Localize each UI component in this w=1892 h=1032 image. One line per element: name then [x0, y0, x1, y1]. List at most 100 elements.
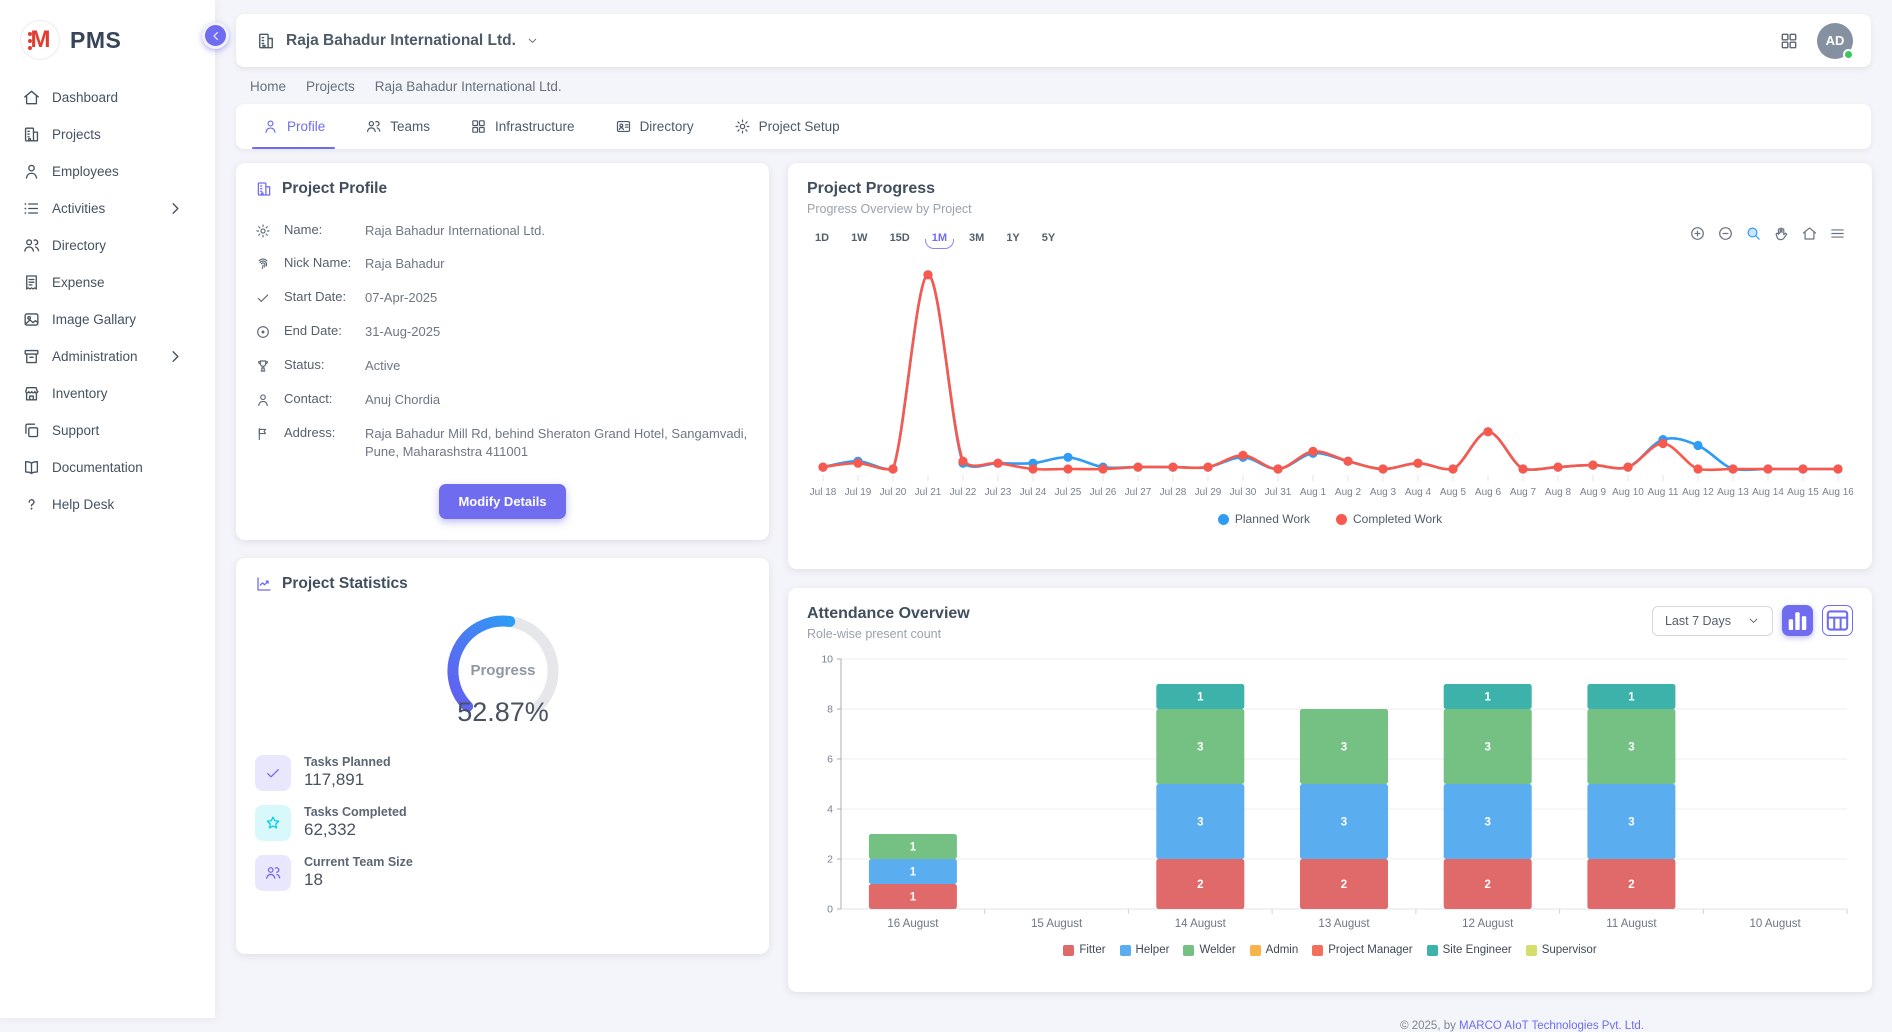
field-value: Raja Bahadur International Ltd.	[365, 222, 750, 241]
building-icon	[256, 31, 276, 51]
legend-item-welder[interactable]: Welder	[1183, 944, 1235, 956]
sidebar-item-support[interactable]: Support	[8, 413, 215, 448]
legend-item-project-manager[interactable]: Project Manager	[1312, 944, 1412, 956]
app-logo[interactable]: M PMS	[0, 14, 215, 78]
x-axis-label: Aug 3	[1370, 487, 1397, 498]
x-axis-label: Aug 6	[1475, 487, 1502, 498]
sidebar-item-documentation[interactable]: Documentation	[8, 450, 215, 485]
user-avatar[interactable]: AD	[1817, 23, 1853, 59]
person-icon	[22, 162, 41, 181]
tab-teams[interactable]: Teams	[349, 104, 446, 149]
check-icon	[255, 290, 275, 306]
date-range-select[interactable]: Last 7 Days	[1652, 606, 1773, 636]
bar-value-label: 1	[910, 892, 917, 904]
chevron-right-icon	[166, 199, 185, 218]
legend-item-completed-work[interactable]: Completed Work	[1336, 512, 1442, 526]
range-button-15d[interactable]: 15D	[882, 229, 918, 249]
sidebar-item-help-desk[interactable]: Help Desk	[8, 487, 215, 522]
legend-dot	[1336, 514, 1347, 525]
x-axis-label: Jul 26	[1090, 487, 1117, 498]
progress-card-title: Project Progress	[807, 180, 1853, 198]
date-range-value: Last 7 Days	[1665, 614, 1731, 628]
legend-item-fitter[interactable]: Fitter	[1063, 944, 1105, 956]
building-icon	[255, 180, 273, 198]
bar-value-label: 1	[910, 842, 917, 854]
progress-line-chart[interactable]: Jul 18Jul 19Jul 20Jul 21Jul 22Jul 23Jul …	[807, 251, 1853, 503]
footer: © 2025, by MARCO AIoT Technologies Pvt. …	[788, 1011, 1872, 1032]
sidebar-item-directory[interactable]: Directory	[8, 228, 215, 263]
tab-infrastructure[interactable]: Infrastructure	[454, 104, 591, 149]
range-button-1w[interactable]: 1W	[843, 229, 876, 249]
tab-label: Project Setup	[759, 119, 840, 134]
breadcrumb-item-projects[interactable]: Projects	[306, 79, 355, 94]
field-label: Address:	[284, 425, 356, 440]
bar-value-label: 2	[1197, 879, 1203, 891]
legend-swatch	[1312, 945, 1323, 956]
sidebar-item-inventory[interactable]: Inventory	[8, 376, 215, 411]
range-button-1d[interactable]: 1D	[807, 229, 837, 249]
range-button-3m[interactable]: 3M	[961, 229, 992, 249]
legend-swatch	[1250, 945, 1261, 956]
star-icon	[255, 805, 291, 841]
chevron-down-icon	[1747, 614, 1760, 627]
legend-item-helper[interactable]: Helper	[1120, 944, 1170, 956]
x-axis-label: Jul 20	[880, 487, 907, 498]
range-button-5y[interactable]: 5Y	[1034, 229, 1063, 249]
circle-plus-icon[interactable]	[1689, 225, 1706, 242]
view-toggle-table-grid[interactable]	[1822, 605, 1853, 636]
sidebar-item-administration[interactable]: Administration	[8, 339, 215, 374]
legend-item-site-engineer[interactable]: Site Engineer	[1427, 944, 1512, 956]
sidebar-collapse-button[interactable]	[202, 22, 229, 49]
bar-value-label: 3	[1341, 817, 1347, 829]
attendance-bar-chart[interactable]: 024681011116 August15 August233114 Augus…	[807, 647, 1853, 933]
apps-grid-button[interactable]	[1779, 31, 1799, 51]
sidebar-item-expense[interactable]: Expense	[8, 265, 215, 300]
fingerprint-icon	[255, 256, 275, 272]
legend-item-planned-work[interactable]: Planned Work	[1218, 512, 1310, 526]
legend-swatch	[1120, 945, 1131, 956]
sidebar-item-dashboard[interactable]: Dashboard	[8, 80, 215, 115]
home-icon	[22, 88, 41, 107]
field-label: End Date:	[284, 323, 356, 338]
company-selector[interactable]: Raja Bahadur International Ltd.	[256, 31, 539, 51]
hand-icon[interactable]	[1773, 225, 1790, 242]
x-axis-label: Aug 2	[1335, 487, 1362, 498]
field-value: Active	[365, 357, 750, 376]
breadcrumb-item-home[interactable]: Home	[250, 79, 286, 94]
online-status-dot	[1843, 49, 1854, 60]
bar-value-label: 3	[1197, 742, 1203, 754]
footer-company-link[interactable]: MARCO AIoT Technologies Pvt. Ltd.	[1459, 1020, 1644, 1032]
legend-label: Supervisor	[1542, 944, 1597, 956]
legend-label: Admin	[1266, 944, 1299, 956]
y-axis-label: 2	[827, 854, 833, 866]
project-progress-card: Project Progress Progress Overview by Pr…	[788, 163, 1872, 569]
sidebar-item-projects[interactable]: Projects	[8, 117, 215, 152]
legend-item-admin[interactable]: Admin	[1250, 944, 1299, 956]
circle-minus-icon[interactable]	[1717, 225, 1734, 242]
legend-item-supervisor[interactable]: Supervisor	[1526, 944, 1597, 956]
home-icon[interactable]	[1801, 225, 1818, 242]
modify-details-button[interactable]: Modify Details	[439, 484, 565, 519]
bar-x-label: 16 August	[887, 918, 939, 930]
tab-project-setup[interactable]: Project Setup	[718, 104, 856, 149]
sidebar-item-employees[interactable]: Employees	[8, 154, 215, 189]
attendance-card-title: Attendance Overview	[807, 605, 970, 623]
tab-directory[interactable]: Directory	[599, 104, 710, 149]
main-area: Raja Bahadur International Ltd. AD Home P…	[215, 0, 1892, 1018]
range-button-1y[interactable]: 1Y	[998, 229, 1027, 249]
tab-label: Infrastructure	[495, 119, 575, 134]
view-toggle-bar-chart[interactable]	[1782, 605, 1813, 636]
profile-field-status: Status:Active	[255, 349, 750, 383]
tab-profile[interactable]: Profile	[246, 104, 341, 149]
profile-card-title: Project Profile	[282, 180, 387, 198]
range-button-1m[interactable]: 1M	[924, 229, 955, 249]
sidebar-item-image-gallary[interactable]: Image Gallary	[8, 302, 215, 337]
sidebar-item-activities[interactable]: Activities	[8, 191, 215, 226]
field-value: Raja Bahadur	[365, 255, 750, 274]
tab-bar: ProfileTeams Infrastructure Directory Proje…	[236, 104, 1871, 149]
legend-label: Completed Work	[1353, 512, 1442, 526]
menu-icon[interactable]	[1829, 225, 1846, 242]
magnifier-icon[interactable]	[1745, 225, 1762, 242]
field-value: Raja Bahadur Mill Rd, behind Sheraton Gr…	[365, 425, 750, 463]
x-axis-label: Jul 29	[1195, 487, 1222, 498]
